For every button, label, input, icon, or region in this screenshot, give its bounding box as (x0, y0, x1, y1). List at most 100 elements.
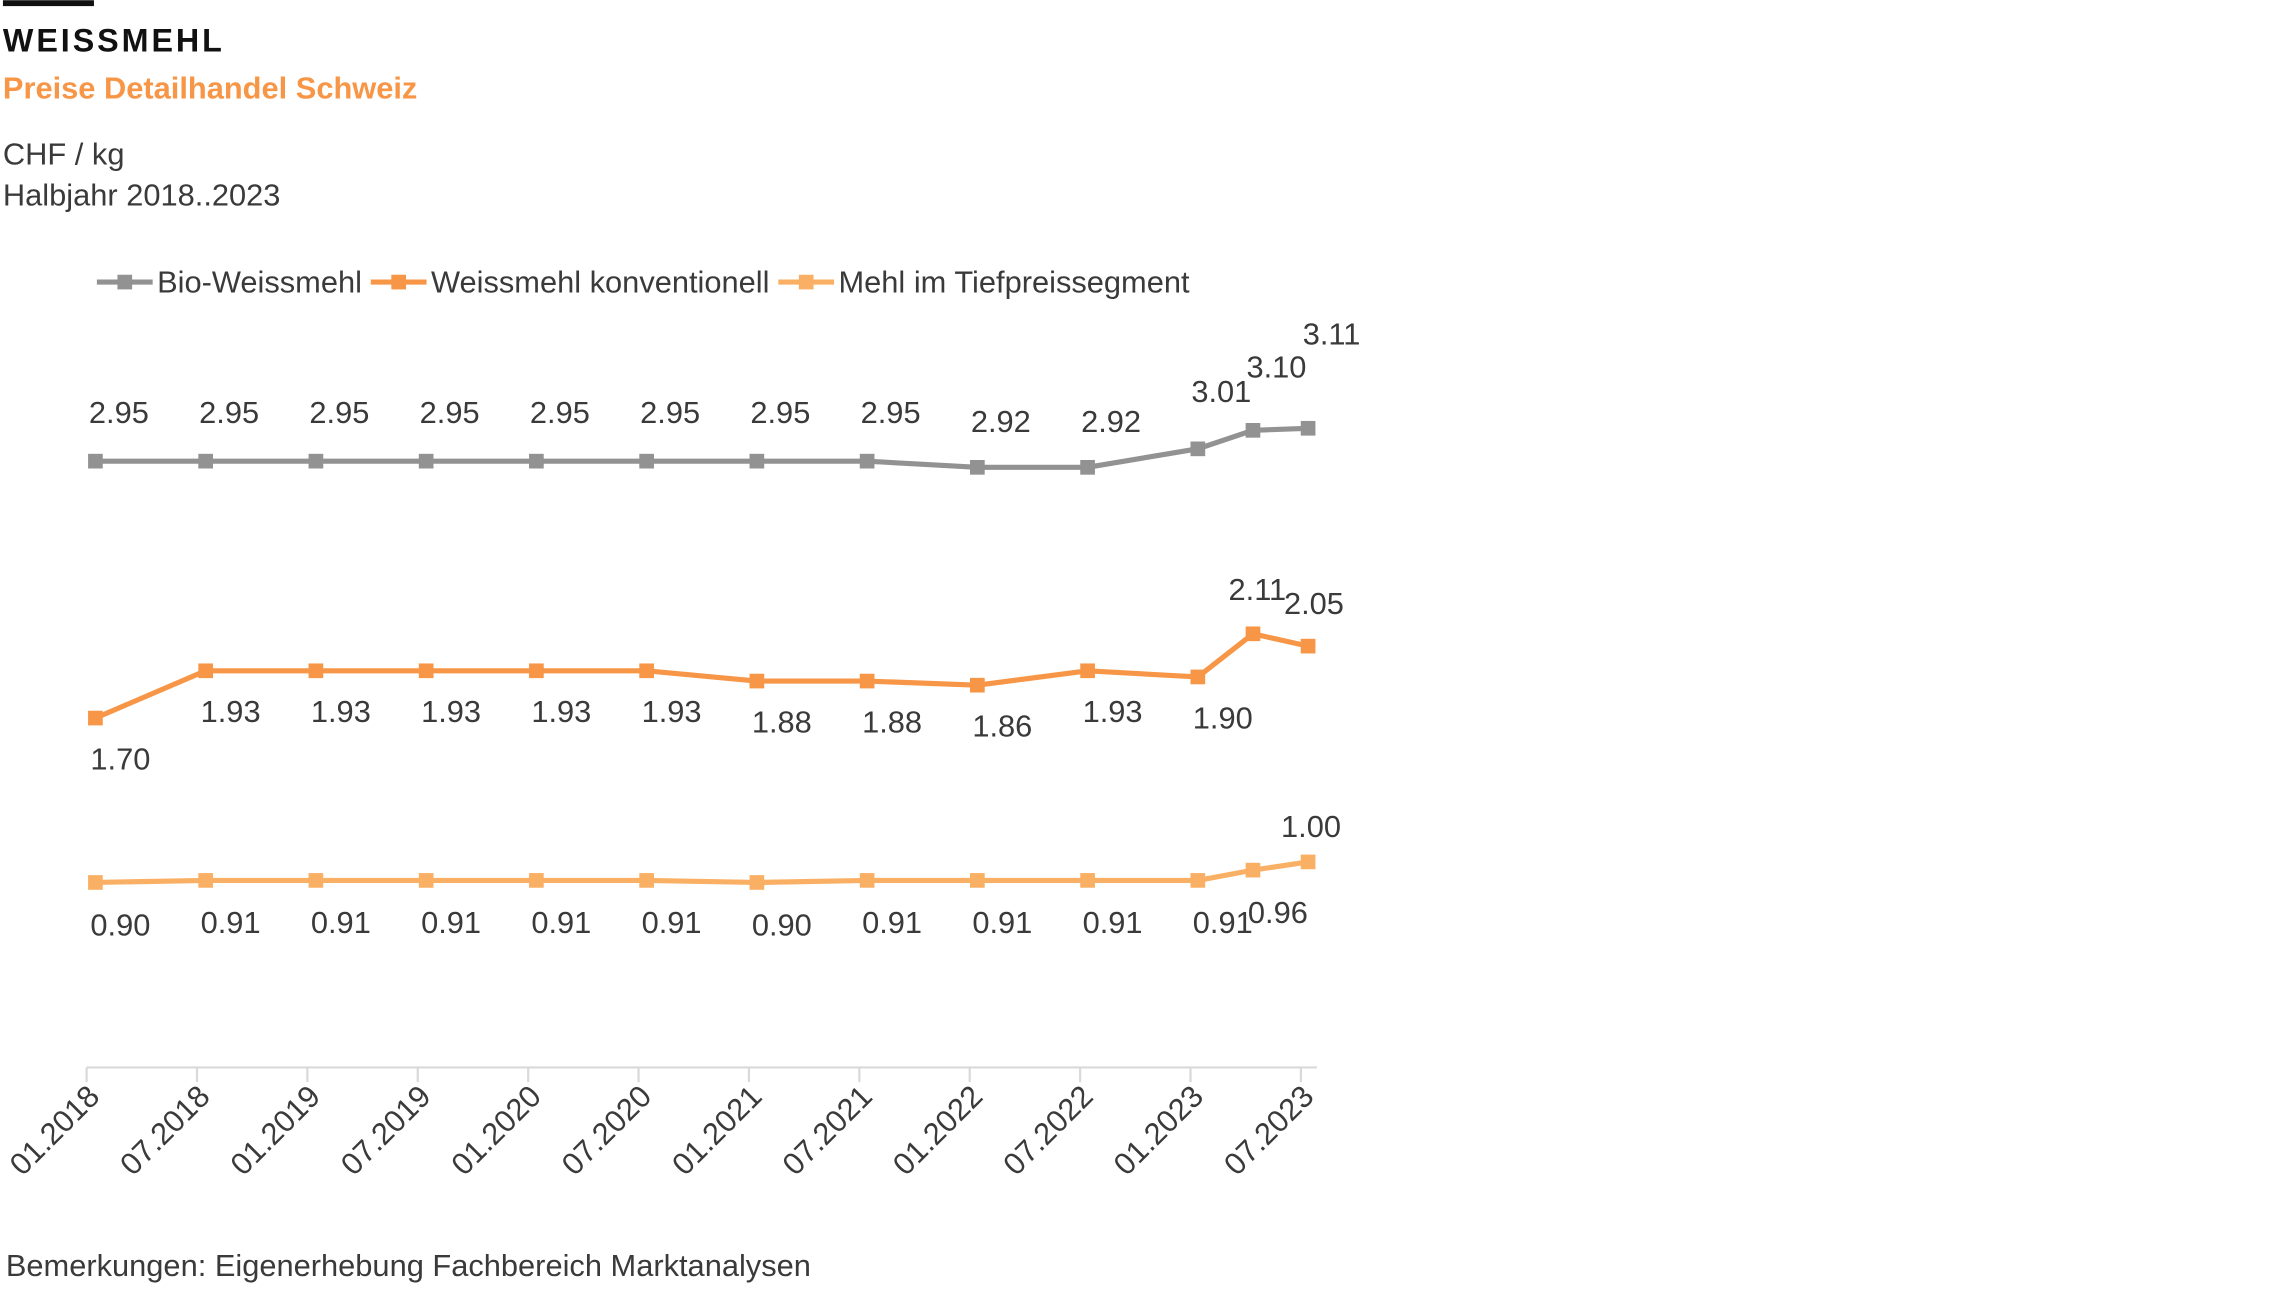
data-label: 3.01 (1191, 374, 1251, 409)
series-line (95, 859, 1309, 886)
data-label: 2.95 (420, 395, 480, 430)
data-label: 0.91 (421, 905, 481, 940)
data-point (418, 873, 434, 888)
legend-item: Weissmehl konventionell (370, 264, 770, 299)
series-1: 1.70 1.93 1.93 1.93 1.93 1.93 1.88 1.88 1.86 1.93… (88, 572, 1344, 776)
data-label: 1.88 (752, 704, 812, 739)
data-label: 0.91 (201, 905, 261, 940)
data-point (418, 453, 434, 469)
data-point (308, 873, 324, 888)
data-label: 0.91 (642, 905, 702, 940)
data-label: 1.93 (531, 694, 591, 729)
x-tick-label: 01.2022 (886, 1078, 990, 1182)
data-label: 2.92 (1081, 404, 1141, 439)
data-label: 1.90 (1193, 700, 1253, 735)
data-point (1080, 459, 1095, 475)
data-label: 0.91 (1083, 905, 1143, 940)
legend-label: Weissmehl konventionell (431, 264, 770, 299)
data-point (198, 663, 213, 679)
data-label: 1.93 (311, 694, 371, 729)
data-label: 1.88 (862, 704, 922, 739)
data-point (1190, 873, 1206, 888)
data-label: 0.91 (311, 905, 371, 940)
x-tick-label: 07.2021 (775, 1078, 879, 1182)
data-point (198, 453, 213, 469)
data-point (859, 873, 875, 888)
legend-label: Bio-Weissmehl (157, 264, 362, 299)
data-label: 1.86 (972, 709, 1032, 744)
chart-subtitle: Preise Detailhandel Schweiz (3, 71, 417, 106)
data-point (639, 663, 654, 679)
data-point (749, 453, 765, 469)
x-tick-label: 07.2023 (1217, 1078, 1321, 1182)
data-point (308, 663, 324, 679)
data-label: 2.95 (861, 395, 921, 430)
data-point (1300, 854, 1316, 870)
data-point (308, 453, 324, 469)
data-point (970, 677, 985, 693)
data-label: 0.96 (1248, 895, 1308, 930)
data-label: 2.95 (309, 395, 369, 430)
data-label: 2.05 (1284, 586, 1344, 621)
x-tick-label: 07.2022 (996, 1078, 1100, 1182)
x-tick-label: 01.2018 (3, 1078, 107, 1182)
x-tick-label: 07.2018 (113, 1078, 217, 1182)
chart-title: WEISSMEHL (3, 23, 225, 59)
data-point (639, 453, 654, 469)
data-point (418, 663, 434, 679)
data-point (859, 673, 875, 689)
x-tick-label: 01.2020 (444, 1078, 548, 1182)
data-label: 1.70 (90, 741, 150, 776)
x-axis: 01.2018 07.2018 01.2019 07.2019 01.2020 07.20… (3, 1066, 1321, 1182)
data-label: 3.10 (1246, 349, 1306, 384)
data-point (749, 673, 765, 689)
data-point (88, 710, 103, 726)
legend-marker (391, 274, 407, 290)
data-point (859, 453, 875, 469)
x-tick-label: 01.2023 (1107, 1078, 1211, 1182)
data-point (1300, 638, 1316, 654)
x-tick-label: 07.2020 (555, 1078, 659, 1182)
data-label: 0.91 (862, 905, 922, 940)
data-point (1080, 663, 1095, 679)
footnote: Bemerkungen: Eigenerhebung Fachbereich M… (6, 1248, 811, 1283)
data-point (529, 453, 544, 469)
data-point (198, 873, 213, 888)
data-point (970, 459, 985, 475)
legend-item: Mehl im Tiefpreissegment (778, 264, 1190, 299)
x-tick-label: 01.2021 (665, 1078, 769, 1182)
data-label: 0.90 (90, 907, 150, 942)
data-point (1190, 669, 1206, 685)
data-label: 2.95 (89, 395, 149, 430)
data-label: 0.91 (531, 905, 591, 940)
x-tick-label: 01.2019 (224, 1078, 328, 1182)
legend-label: Mehl im Tiefpreissegment (838, 264, 1189, 299)
title-accent-bar (2, 0, 94, 7)
legend: Bio-Weissmehl Weissmehl konventionell Mehl… (96, 264, 1190, 299)
data-label: 1.93 (421, 694, 481, 729)
data-label: 1.93 (1083, 694, 1143, 729)
data-point (1245, 626, 1261, 642)
data-label: 0.91 (972, 905, 1032, 940)
x-tick-label: 07.2019 (334, 1078, 438, 1182)
legend-marker (798, 274, 814, 290)
data-point (1190, 441, 1206, 457)
data-label: 0.91 (1193, 905, 1253, 940)
data-point (88, 875, 103, 890)
legend-item: Bio-Weissmehl (96, 264, 362, 299)
data-point (529, 663, 544, 679)
data-point (529, 873, 544, 888)
data-point (639, 873, 654, 888)
data-label: 0.90 (752, 907, 812, 942)
data-point (1300, 420, 1316, 436)
data-point (1245, 862, 1261, 878)
data-label: 2.95 (640, 395, 700, 430)
data-label: 1.00 (1281, 809, 1341, 844)
data-label: 2.95 (199, 395, 259, 430)
data-point (970, 873, 985, 888)
data-label: 3.11 (1303, 317, 1361, 352)
data-label: 1.93 (201, 694, 261, 729)
legend-marker (117, 274, 133, 290)
data-label: 1.93 (642, 694, 702, 729)
